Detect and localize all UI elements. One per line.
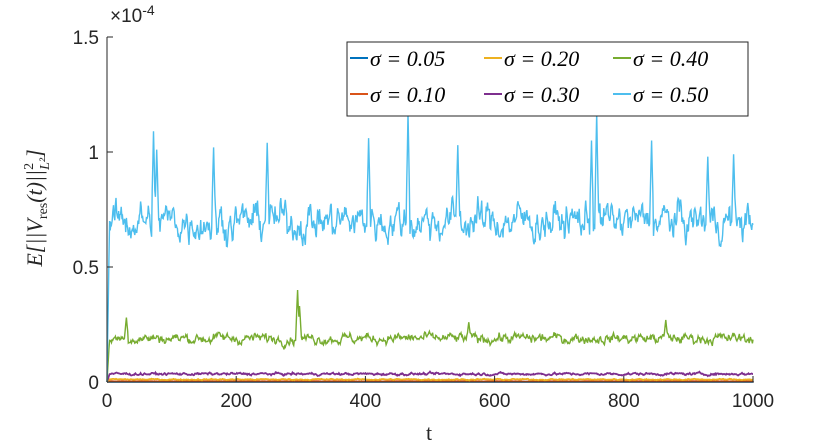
legend-label: σ = 0.30 — [504, 82, 579, 107]
svg-text:E[||Vres(t)||2L²]: E[||Vres(t)||2L²] — [22, 149, 53, 267]
y-tick-label: 1.5 — [73, 28, 99, 49]
series-line — [106, 112, 754, 383]
series-layer — [106, 112, 754, 383]
legend: σ = 0.05 σ = 0.20 σ = 0.40 σ = 0.10 σ = 0.30… — [346, 41, 749, 117]
x-tick-label: 200 — [220, 391, 252, 412]
x-tick-label: 0 — [102, 391, 113, 412]
x-tick-label: 400 — [350, 391, 382, 412]
legend-label: σ = 0.40 — [633, 46, 708, 71]
legend-label: σ = 0.20 — [504, 46, 579, 71]
legend-label: σ = 0.50 — [633, 82, 708, 107]
y-tick-label: 1 — [88, 143, 99, 164]
y-tick-label: 0.5 — [73, 258, 99, 279]
x-tick-label: 800 — [608, 391, 640, 412]
axes — [106, 36, 754, 383]
legend-label: σ = 0.10 — [370, 82, 445, 107]
x-tick-label: 600 — [479, 391, 511, 412]
legend-label: σ = 0.05 — [370, 46, 445, 71]
tick-labels: 0 200 400 600 800 1000 0 0.5 1 1.5 — [73, 28, 775, 412]
exponent-label: ×10-4 — [110, 2, 155, 27]
y-tick-label: 0 — [88, 373, 99, 394]
legend-box — [346, 41, 749, 117]
series-line — [106, 377, 754, 383]
series-line — [106, 370, 753, 383]
x-tick-label: 1000 — [732, 391, 774, 412]
x-axis-title: t — [426, 420, 432, 445]
series-line — [106, 289, 754, 383]
y-axis-title: E[||Vres(t)||2L²] — [22, 149, 53, 267]
